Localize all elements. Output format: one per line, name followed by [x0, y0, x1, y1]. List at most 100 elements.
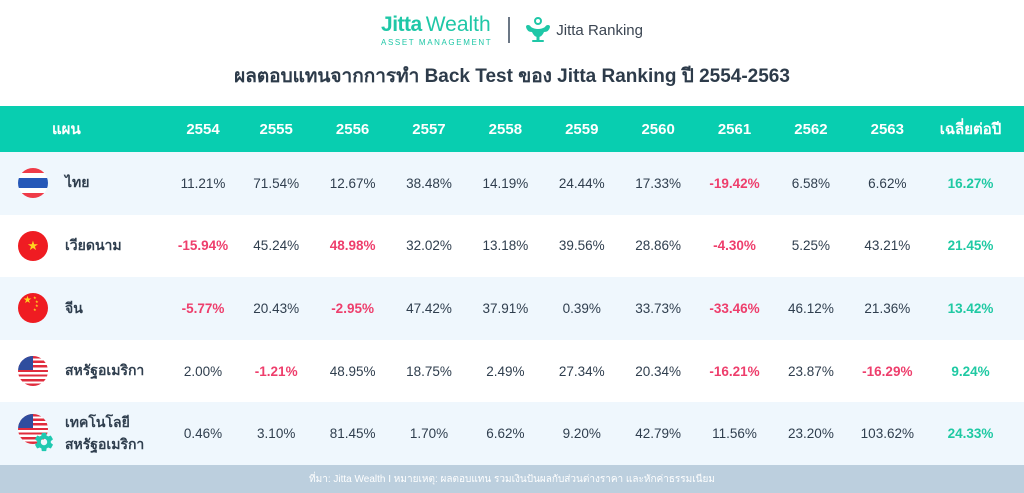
- value-cell: 14.19%: [482, 175, 529, 191]
- value-cell: 27.34%: [558, 363, 605, 379]
- gear-icon: [35, 432, 53, 451]
- value-cell: 2.00%: [183, 363, 223, 379]
- value-cell: 32.02%: [406, 238, 452, 254]
- column-header-average: เฉลี่ยต่อปี: [939, 121, 1002, 138]
- value-cell: -1.21%: [254, 363, 298, 379]
- column-header-2561: 2561: [717, 120, 752, 138]
- page-title: ผลตอบแทนจากการทำ Back Test ของ Jitta Ran…: [234, 66, 790, 87]
- jitta-wealth-logo-bold: Jitta: [381, 12, 422, 36]
- value-cell: 21.36%: [864, 300, 911, 316]
- value-cell: 6.58%: [791, 175, 831, 191]
- plan-name: จีน: [65, 299, 83, 316]
- value-cell: 6.62%: [486, 426, 525, 442]
- usa-flag-icon: [18, 413, 48, 444]
- average-cell: 24.33%: [947, 426, 994, 442]
- average-cell: 9.24%: [951, 363, 990, 379]
- source-footnote: ที่มา: Jitta Wealth I หมายเหตุ: ผลตอบแทน…: [0, 465, 1024, 493]
- brand-header: Jitta Wealth ASSET MANAGEMENT Jitta Rank…: [0, 8, 1024, 52]
- plan-cell: ★ ★ ★ ★ ★ จีน: [0, 293, 168, 324]
- value-cell: 20.43%: [253, 300, 300, 316]
- value-cell: 20.34%: [635, 363, 682, 379]
- average-cell: 16.27%: [947, 175, 994, 191]
- plan-name: ไทย: [65, 174, 90, 191]
- value-cell: -33.46%: [709, 300, 760, 316]
- column-header-2554: 2554: [186, 120, 220, 138]
- value-cell: 13.18%: [482, 238, 529, 254]
- value-cell: 11.56%: [712, 426, 757, 442]
- value-cell: 24.44%: [558, 175, 605, 191]
- value-cell: -16.29%: [862, 363, 913, 379]
- value-cell: 45.24%: [253, 238, 300, 254]
- value-cell: 18.75%: [406, 363, 452, 379]
- china-flag-icon: ★ ★ ★ ★ ★: [18, 293, 48, 324]
- average-cell: 21.45%: [947, 238, 994, 254]
- value-cell: 33.73%: [635, 300, 682, 316]
- value-cell: 81.45%: [329, 426, 376, 442]
- value-cell: 1.70%: [409, 426, 449, 442]
- column-header-2557: 2557: [412, 120, 446, 138]
- brand-divider: [508, 17, 511, 43]
- table-row-thailand: ไทย 11.21% 71.54% 12.67% 38.48% 14.19% 2…: [0, 152, 1024, 215]
- plan-cell: เทคโนโลยี สหรัฐอเมริกา: [0, 412, 168, 455]
- value-cell: -15.94%: [177, 238, 229, 254]
- column-header-2560: 2560: [641, 120, 675, 138]
- table-row-china: ★ ★ ★ ★ ★ จีน -5.77% 20.43% -2.95% 47.42…: [0, 277, 1024, 340]
- usa-flag-icon: [18, 356, 48, 387]
- value-cell: -4.30%: [713, 238, 756, 254]
- plan-name-line1: เทคโนโลยี: [65, 413, 130, 430]
- value-cell: -2.95%: [331, 300, 374, 316]
- jitta-ranking-text: Jitta Ranking: [556, 21, 643, 39]
- value-cell: 46.12%: [788, 300, 834, 316]
- value-cell: 0.39%: [562, 300, 601, 316]
- backtest-table: แผน 2554 2555 2556 2557 2558 2559 2560 2…: [0, 106, 1024, 465]
- value-cell: 71.54%: [253, 175, 300, 191]
- value-cell: 47.42%: [406, 300, 452, 316]
- jitta-ranking-logo: Jitta Ranking: [524, 17, 643, 43]
- thailand-flag-icon: [18, 168, 48, 199]
- value-cell: 38.48%: [406, 175, 452, 191]
- value-cell: 48.98%: [329, 238, 376, 254]
- value-cell: 17.33%: [635, 175, 682, 191]
- plan-name: เทคโนโลยี สหรัฐอเมริกา: [65, 412, 144, 455]
- vietnam-flag-icon: ★: [18, 230, 48, 261]
- value-cell: 28.86%: [635, 238, 682, 254]
- plan-name: สหรัฐอเมริกา: [65, 362, 145, 379]
- column-header-plan: แผน: [52, 121, 81, 138]
- value-cell: 37.91%: [482, 300, 529, 316]
- value-cell: 12.67%: [329, 175, 376, 191]
- value-cell: 2.49%: [486, 363, 525, 379]
- value-cell: 103.62%: [860, 426, 914, 442]
- table-header: แผน 2554 2555 2556 2557 2558 2559 2560 2…: [0, 106, 1024, 152]
- plan-cell: ไทย: [0, 168, 168, 199]
- column-header-2559: 2559: [565, 120, 599, 138]
- table-row-usa-tech: เทคโนโลยี สหรัฐอเมริกา 0.46% 3.10% 81.45…: [0, 402, 1024, 465]
- column-header-2555: 2555: [259, 120, 293, 138]
- value-cell: -5.77%: [181, 300, 225, 316]
- jitta-wealth-logo: Jitta Wealth ASSET MANAGEMENT: [381, 14, 492, 47]
- value-cell: 23.87%: [788, 363, 834, 379]
- column-header-2558: 2558: [488, 120, 523, 138]
- average-cell: 13.42%: [947, 300, 994, 316]
- plan-name-line2: สหรัฐอเมริกา: [65, 435, 145, 452]
- plan-name: เวียดนาม: [65, 237, 122, 254]
- column-header-2562: 2562: [794, 120, 828, 138]
- trophy-icon: [526, 17, 551, 42]
- jitta-wealth-logo-subtitle: ASSET MANAGEMENT: [381, 37, 493, 47]
- jitta-wealth-logo-light: Wealth: [425, 12, 491, 36]
- column-header-2563: 2563: [870, 120, 904, 138]
- plan-cell: ★ เวียดนาม: [0, 230, 168, 261]
- value-cell: 48.95%: [329, 363, 376, 379]
- usa-tech-gear-icon: [18, 413, 54, 454]
- value-cell: 0.46%: [183, 426, 223, 442]
- value-cell: 11.21%: [180, 175, 226, 191]
- value-cell: 9.20%: [562, 426, 601, 442]
- table-row-usa: สหรัฐอเมริกา 2.00% -1.21% 48.95% 18.75% …: [0, 339, 1024, 403]
- value-cell: -16.21%: [709, 363, 760, 379]
- value-cell: 6.62%: [868, 175, 907, 191]
- plan-cell: สหรัฐอเมริกา: [0, 356, 168, 387]
- column-header-2556: 2556: [335, 120, 370, 138]
- value-cell: 5.25%: [791, 238, 831, 254]
- value-cell: -19.42%: [709, 175, 760, 191]
- value-cell: 43.21%: [864, 238, 911, 254]
- value-cell: 3.10%: [257, 426, 296, 442]
